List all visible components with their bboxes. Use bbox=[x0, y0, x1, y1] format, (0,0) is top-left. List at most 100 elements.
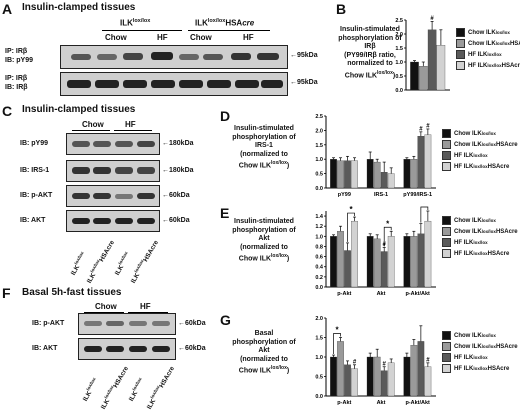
lane-label: ILKlox/loxHSAcre bbox=[145, 365, 177, 411]
significance-hash: # bbox=[383, 361, 387, 367]
bar bbox=[380, 370, 388, 397]
bar bbox=[351, 160, 358, 189]
significance-star: * bbox=[349, 205, 353, 214]
chart-e: 0.0 0.2 0.4 0.6 0.8 1.0 1.2 1.4 p-Akt Akt p-Akt/Ak… bbox=[315, 203, 436, 297]
blot-label: IB: AKT bbox=[32, 345, 58, 352]
bar bbox=[419, 66, 428, 91]
y-tick-label: 0.2 bbox=[315, 275, 323, 281]
lane-label: ILKlox/loxHSAcre bbox=[99, 365, 131, 411]
y-tick-label: 1.5 bbox=[395, 46, 403, 52]
bar bbox=[403, 236, 411, 288]
blot-label: IP: IRβ bbox=[5, 75, 28, 82]
significance-hash: # bbox=[419, 126, 423, 132]
legend-label: Chow ILK bbox=[454, 217, 482, 224]
panel-e-ylabel: Insulin-stimulated phosphorylation of Akt(… bbox=[232, 218, 296, 263]
panel-c-letter: C bbox=[2, 103, 13, 119]
bar bbox=[403, 356, 411, 397]
legend-entry: HF ILK lox/lox bbox=[442, 352, 518, 363]
legend-swatch bbox=[456, 39, 465, 48]
legend-swatch bbox=[456, 28, 465, 37]
bar bbox=[436, 45, 446, 91]
bar bbox=[380, 251, 388, 288]
legend-label: HF ILK bbox=[468, 51, 488, 58]
sig-bracket bbox=[347, 212, 355, 242]
bar bbox=[410, 236, 418, 288]
mw-marker: ←60kDa bbox=[162, 192, 190, 199]
y-tick-label: 2.0 bbox=[315, 316, 323, 322]
significance-star: * bbox=[386, 219, 390, 228]
legend-label: Chow ILK bbox=[468, 40, 496, 47]
legend-label: Chow ILK bbox=[468, 29, 496, 36]
blot-a-py99 bbox=[60, 45, 288, 69]
diet-underline bbox=[84, 312, 124, 313]
blot-label: IB: p-AKT bbox=[32, 320, 65, 327]
legend-label: Chow ILK bbox=[454, 343, 482, 350]
bar bbox=[330, 159, 337, 189]
blot-f-akt bbox=[78, 338, 176, 360]
diet-label: HF bbox=[243, 33, 254, 42]
y-tick-label: 2.5 bbox=[315, 114, 323, 120]
blot-f-pakt bbox=[78, 313, 176, 335]
y-tick-label: 1.5 bbox=[315, 143, 323, 149]
y-tick-label: 1.0 bbox=[315, 234, 323, 240]
sig-bracket bbox=[383, 226, 392, 247]
blot-label: IB: pY99 bbox=[5, 57, 34, 64]
mw-marker: ←60kDa bbox=[162, 217, 190, 224]
x-tick-label: pY99/IRS-1 bbox=[403, 192, 432, 198]
lane-label: ILKlox/lox bbox=[69, 250, 85, 277]
diet-underline bbox=[114, 130, 152, 131]
x-tick-label: p-Akt bbox=[337, 400, 351, 406]
bar bbox=[373, 161, 381, 189]
y-tick-label: 0.4 bbox=[315, 265, 324, 271]
legend-entry: Chow ILK lox/lox bbox=[442, 215, 518, 226]
panel-g-letter: G bbox=[220, 312, 231, 328]
diet-underline bbox=[128, 312, 168, 313]
group2-underline bbox=[188, 30, 270, 31]
legend-swatch bbox=[442, 331, 451, 340]
blot-label: IB: IRS-1 bbox=[20, 167, 50, 174]
mw-marker: ←60kDa bbox=[178, 345, 206, 352]
blot-c-pakt bbox=[66, 185, 160, 207]
significance-star: * bbox=[335, 326, 339, 335]
significance-hash: # bbox=[353, 359, 357, 365]
lane-label: ILKlox/lox bbox=[127, 376, 143, 403]
chart-d: 0.0 0.5 1.0 1.5 2.0 2.5 pY99 IRS-1 pY99/IRS-1 # # bbox=[315, 114, 436, 198]
bar bbox=[417, 233, 425, 288]
bar bbox=[366, 356, 374, 397]
significance-hash: # bbox=[426, 357, 430, 363]
y-tick-label: 0.5 bbox=[315, 375, 323, 381]
lane-label: ILKlox/loxHSAcre bbox=[85, 239, 117, 285]
lane-label: ILKlox/loxHSAcre bbox=[129, 239, 161, 285]
diet-label: Chow bbox=[190, 33, 212, 42]
legend-swatch bbox=[442, 216, 451, 225]
legend-entry: HF ILK lox/lox bbox=[442, 150, 518, 161]
legend-e: Chow ILK lox/lox Chow ILK lox/lox HSAcre HF I… bbox=[442, 215, 518, 259]
x-tick-label: p-Akt/Akt bbox=[405, 400, 430, 406]
legend-label: Chow ILK bbox=[454, 228, 482, 235]
x-tick-label: p-Akt/Akt bbox=[405, 291, 430, 297]
y-tick-label: 0.0 bbox=[395, 88, 403, 94]
legend-label: HF ILK bbox=[454, 152, 474, 159]
blot-label: IB: AKT bbox=[20, 217, 46, 224]
bar bbox=[337, 231, 344, 288]
legend-label: HF ILK bbox=[454, 250, 474, 257]
diet-underline bbox=[72, 130, 110, 131]
sig-bracket bbox=[420, 206, 429, 223]
diet-label: Chow bbox=[95, 302, 117, 311]
y-tick-label: 1.4 bbox=[315, 214, 324, 220]
y-tick-label: 1.0 bbox=[395, 60, 403, 66]
panel-a-title: Insulin-clamped tissues bbox=[22, 2, 136, 13]
bar bbox=[380, 172, 388, 189]
bar bbox=[387, 173, 395, 189]
mw-marker: ←95kDa bbox=[290, 79, 318, 86]
blot-c-py99 bbox=[66, 133, 160, 155]
legend-swatch bbox=[442, 140, 451, 149]
y-tick-label: 0.5 bbox=[395, 74, 403, 80]
blot-c-akt bbox=[66, 210, 160, 232]
legend-swatch bbox=[442, 342, 451, 351]
panel-f-title: Basal 5h-fast tissues bbox=[22, 287, 122, 298]
mw-marker: ←95kDa bbox=[290, 52, 318, 59]
